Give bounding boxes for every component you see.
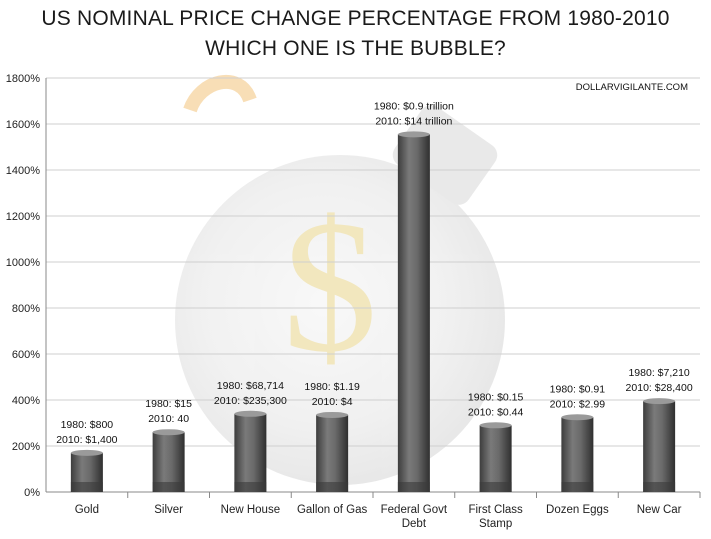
bar [561, 417, 594, 492]
y-tick-label: 800% [12, 303, 40, 315]
bar-top [70, 449, 103, 456]
bar-annotation: 1980: $15 [145, 398, 192, 410]
bar-annotation: 2010: $14 trillion [375, 115, 452, 127]
y-tick-label: 1000% [6, 257, 40, 269]
category-label: Stamp [479, 518, 512, 530]
bar [479, 425, 512, 492]
category-label: Gallon of Gas [297, 504, 368, 516]
bar-base [70, 482, 103, 492]
y-tick-label: 1200% [6, 211, 40, 223]
bar-top [643, 398, 676, 405]
bar-top [316, 411, 349, 418]
bar-annotation: 2010: $0.44 [468, 406, 524, 418]
bar-top [561, 414, 594, 421]
y-tick-label: 1400% [6, 165, 40, 177]
bar-annotation: 1980: $68,714 [217, 380, 284, 392]
bar-annotation: 2010: $4 [312, 396, 353, 408]
bar-top [479, 422, 512, 429]
source-label: DOLLARVIGILANTE.COM [576, 82, 688, 93]
bar-annotation: 2010: $1,400 [56, 434, 117, 446]
bar-annotation: 1980: $1.19 [304, 381, 360, 393]
bar-annotation: 1980: $0.91 [550, 383, 606, 395]
chart-subtitle: WHICH ONE IS THE BUBBLE? [205, 37, 506, 60]
category-label: New House [221, 504, 280, 516]
svg-text:$: $ [283, 182, 378, 392]
y-tick-label: 1800% [6, 73, 40, 85]
y-tick-label: 0% [24, 487, 40, 499]
bar-base [561, 482, 594, 492]
y-tick-label: 200% [12, 441, 40, 453]
bar [234, 413, 267, 492]
bar-base [316, 482, 349, 492]
bar-top [397, 131, 430, 138]
category-label: Gold [75, 504, 99, 516]
bar-annotation: 2010: 40 [148, 413, 189, 425]
bar-annotation: 1980: $0.9 trillion [374, 100, 454, 112]
category-label: Dozen Eggs [546, 504, 609, 516]
bar-annotation: 1980: $800 [61, 419, 114, 431]
bar-top [234, 410, 267, 417]
bar-base [643, 482, 676, 492]
bar-annotation: 1980: $7,210 [628, 367, 689, 379]
bar-annotation: 2010: $28,400 [626, 382, 693, 394]
bar-top [152, 429, 185, 436]
bar [397, 134, 430, 492]
category-label: First Class [468, 504, 523, 516]
bar [643, 401, 676, 492]
bar-base [152, 482, 185, 492]
category-label: New Car [637, 504, 682, 516]
chart-title: US NOMINAL PRICE CHANGE PERCENTAGE FROM … [41, 7, 670, 30]
category-label: Debt [402, 518, 427, 530]
bar-annotation: 2010: $235,300 [214, 395, 287, 407]
category-label: Silver [154, 504, 183, 516]
y-tick-label: 600% [12, 349, 40, 361]
bar-base [397, 482, 430, 492]
bar-annotation: 1980: $0.15 [468, 391, 524, 403]
category-label: Federal Govt [381, 504, 448, 516]
bar-annotation: 2010: $2.99 [550, 398, 606, 410]
y-tick-label: 1600% [6, 119, 40, 131]
y-tick-label: 400% [12, 395, 40, 407]
bar-base [479, 482, 512, 492]
bar [316, 414, 349, 492]
bar-base [234, 482, 267, 492]
